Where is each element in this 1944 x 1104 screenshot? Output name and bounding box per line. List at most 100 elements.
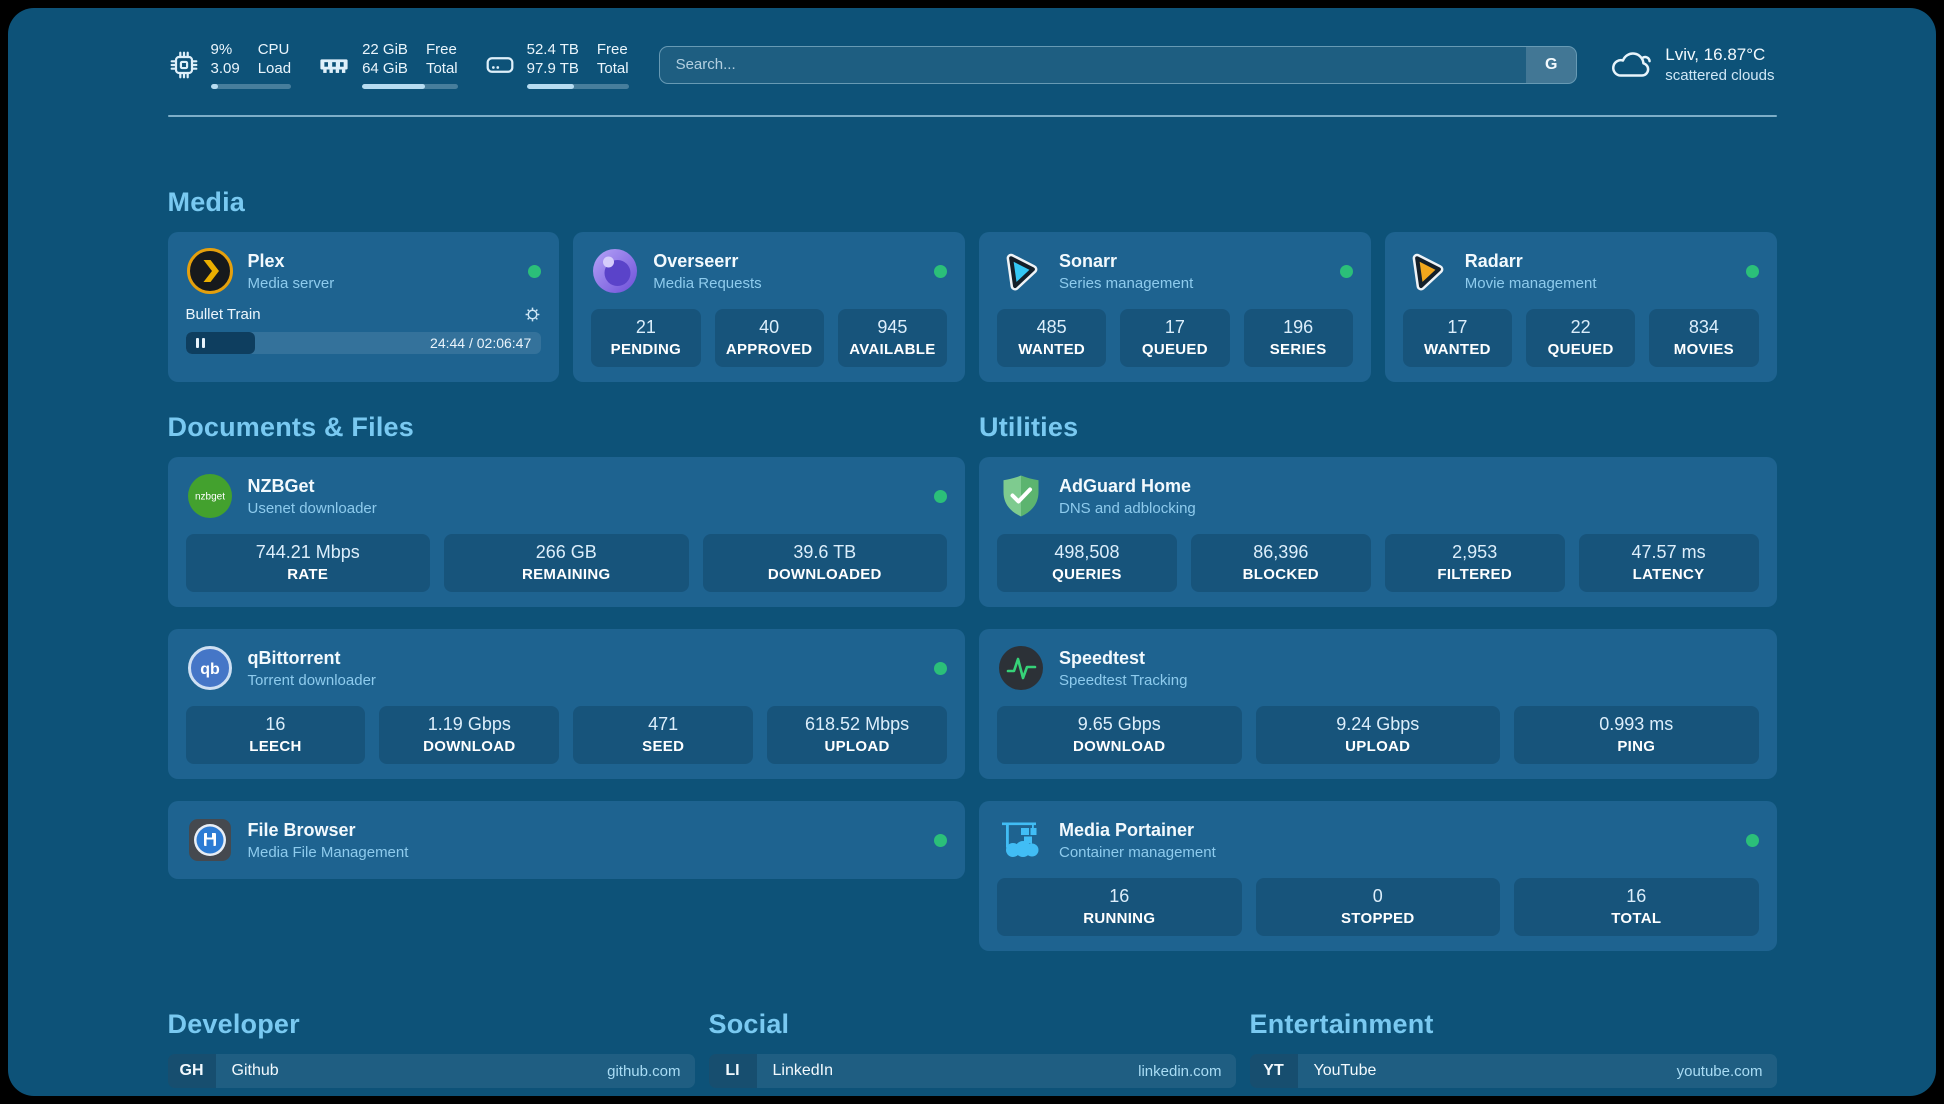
weather-widget: Lviv, 16.87°C scattered clouds: [1607, 45, 1776, 84]
link-row-github[interactable]: GH Github github.com: [167, 1054, 695, 1088]
stat-tile: 618.52 Mbps UPLOAD: [767, 706, 947, 764]
stat-tile: 9.24 Gbps UPLOAD: [1255, 706, 1500, 764]
stat-tile: 21 PENDING: [591, 309, 701, 367]
stat-tile: 196 SERIES: [1243, 309, 1353, 367]
top-bar: 9% 3.09 CPU Load: [168, 8, 1777, 89]
speedtest-icon: [999, 646, 1043, 690]
cpu-icon: [170, 51, 197, 78]
stat-tile: 9.65 Gbps DOWNLOAD: [997, 706, 1242, 764]
status-dot: [934, 264, 947, 278]
link-name: YouTube: [1313, 1062, 1377, 1079]
nzbget-card[interactable]: nzbget NZBGet Usenet downloader 744.21 M…: [167, 457, 965, 607]
memory-progress-bar: [362, 84, 458, 89]
playback-progress-bar: 24:44 / 02:06:47: [185, 332, 542, 354]
memory-stat-widget: 22 GiB 64 GiB Free Total: [317, 40, 458, 89]
stat-tile: 17 QUEUED: [1120, 309, 1230, 367]
stat-tile: 40 APPROVED: [714, 309, 824, 367]
sonarr-card[interactable]: Sonarr Series management 485 WANTED 17 Q…: [979, 232, 1371, 382]
section-title-social: Social: [708, 1009, 790, 1039]
dashboard-page: 9% 3.09 CPU Load: [8, 8, 1936, 1096]
stat-tile: 945 AVAILABLE: [837, 309, 947, 367]
link-row-linkedin[interactable]: LI LinkedIn linkedin.com: [708, 1054, 1236, 1088]
search-input[interactable]: [658, 45, 1578, 84]
stat-tile: 16 TOTAL: [1514, 878, 1759, 936]
speedtest-card[interactable]: Speedtest Speedtest Tracking 9.65 Gbps D…: [979, 629, 1777, 779]
cpu-labels: CPU Load: [257, 41, 292, 77]
app-subtitle: Usenet downloader: [247, 499, 377, 517]
memory-icon: [320, 58, 348, 73]
stat-tile: 22 QUEUED: [1526, 309, 1636, 367]
stat-tile: 47.57 ms LATENCY: [1578, 534, 1759, 592]
app-title: qBittorrent: [247, 647, 341, 668]
link-abbr: GH: [167, 1054, 216, 1088]
stat-tile: 86,396 BLOCKED: [1190, 534, 1371, 592]
app-title: Plex: [247, 250, 285, 271]
svg-text:nzbget: nzbget: [194, 492, 224, 503]
link-domain: linkedin.com: [1138, 1062, 1222, 1080]
status-dot: [1745, 833, 1759, 847]
portainer-card[interactable]: Media Portainer Container management 16 …: [979, 801, 1777, 951]
memory-values: 22 GiB 64 GiB: [362, 41, 408, 77]
session-settings-icon[interactable]: [524, 306, 541, 323]
filebrowser-card[interactable]: File Browser Media File Management: [167, 801, 965, 879]
app-subtitle: Container management: [1059, 843, 1216, 861]
app-title: Sonarr: [1059, 250, 1118, 271]
link-abbr: YT: [1249, 1054, 1298, 1088]
app-subtitle: Media Requests: [653, 274, 762, 292]
disk-stat-widget: 52.4 TB 97.9 TB Free Total: [484, 40, 629, 89]
search-bar: G: [658, 45, 1578, 84]
stat-tile: 834 MOVIES: [1649, 309, 1759, 367]
svg-text:qb: qb: [200, 661, 220, 678]
app-title: Media Portainer: [1059, 819, 1195, 840]
status-dot: [528, 264, 542, 278]
app-subtitle: Media File Management: [247, 843, 409, 861]
section-title-utilities: Utilities: [979, 412, 1079, 442]
app-title: NZBGet: [247, 475, 315, 496]
stat-tile: 16 RUNNING: [997, 878, 1242, 936]
cloud-icon: [1612, 51, 1652, 77]
overseerr-card[interactable]: Overseerr Media Requests 21 PENDING 40 A…: [573, 232, 965, 382]
pause-icon[interactable]: [195, 338, 205, 348]
filebrowser-icon: [188, 819, 231, 861]
plex-icon: [186, 248, 233, 294]
link-row-youtube[interactable]: YT YouTube youtube.com: [1249, 1054, 1777, 1088]
app-title: File Browser: [247, 819, 356, 840]
app-title: AdGuard Home: [1059, 475, 1192, 496]
qbittorrent-card[interactable]: qb qBittorrent Torrent downloader 16: [167, 629, 965, 779]
stat-tile: 266 GB REMAINING: [444, 534, 689, 592]
disk-values: 52.4 TB 97.9 TB: [526, 41, 579, 77]
status-dot: [1745, 264, 1759, 278]
cpu-stat-widget: 9% 3.09 CPU Load: [168, 40, 292, 89]
radarr-card[interactable]: Radarr Movie management 17 WANTED 22 QUE…: [1384, 232, 1777, 382]
qbittorrent-icon: qb: [187, 646, 232, 690]
nzbget-icon: nzbget: [187, 474, 232, 518]
stat-tile: 0.993 ms PING: [1514, 706, 1759, 764]
status-dot: [934, 489, 947, 503]
header-divider: [167, 115, 1777, 117]
app-title: Radarr: [1464, 250, 1523, 271]
app-subtitle: Speedtest Tracking: [1059, 671, 1188, 689]
weather-location: Lviv, 16.87°C: [1665, 45, 1766, 64]
status-dot: [1339, 264, 1353, 278]
section-title-media: Media: [167, 187, 246, 217]
system-stats: 9% 3.09 CPU Load: [168, 40, 629, 89]
section-title-documents: Documents & Files: [167, 412, 414, 442]
stat-tile: 485 WANTED: [997, 309, 1107, 367]
section-title-developer: Developer: [167, 1009, 300, 1039]
overseerr-icon: [593, 249, 638, 293]
search-engine-button[interactable]: G: [1526, 46, 1577, 83]
plex-card[interactable]: Plex Media server Bullet Train: [167, 232, 560, 382]
stat-tile: 39.6 TB DOWNLOADED: [702, 534, 947, 592]
link-abbr: LI: [708, 1054, 757, 1088]
cpu-values: 9% 3.09: [210, 41, 240, 77]
disk-icon: [486, 56, 514, 73]
stat-tile: 471 SEED: [573, 706, 754, 764]
stat-tile: 2,953 FILTERED: [1384, 534, 1565, 592]
adguard-card[interactable]: AdGuard Home DNS and adblocking 498,508 …: [979, 457, 1777, 607]
now-playing-title: Bullet Train: [185, 306, 261, 323]
radarr-icon: [1412, 253, 1444, 291]
playback-time: 24:44 / 02:06:47: [430, 335, 532, 351]
disk-progress-bar: [526, 84, 629, 89]
link-name: Github: [231, 1062, 279, 1079]
playback-played: [185, 332, 255, 354]
